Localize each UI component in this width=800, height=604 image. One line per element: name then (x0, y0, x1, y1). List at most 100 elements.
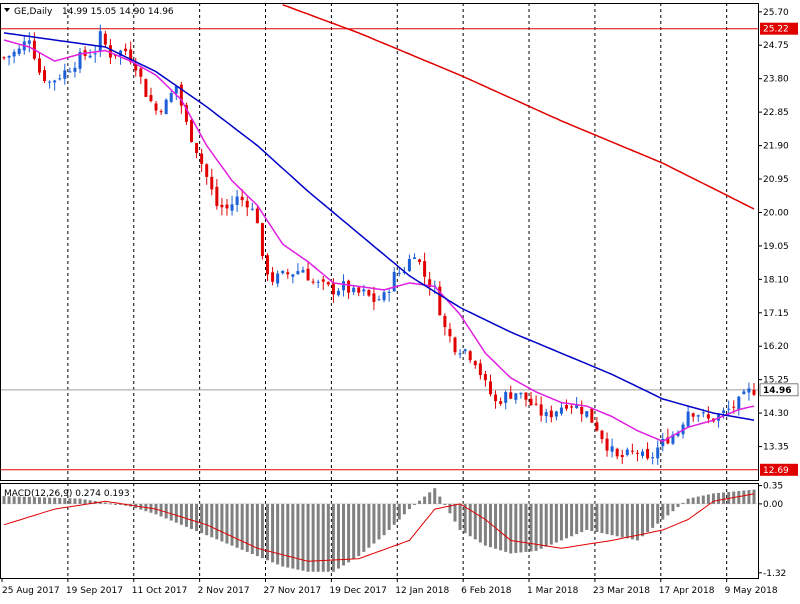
candle-body (377, 299, 381, 301)
candle-body (595, 422, 599, 431)
x-tick-label: 23 Mar 2018 (593, 586, 650, 596)
macd-bar (98, 501, 102, 504)
macd-bar (676, 503, 680, 508)
candle-body (2, 57, 6, 59)
candle-body (48, 81, 52, 83)
candle-body (570, 406, 574, 408)
candle-body (524, 392, 528, 400)
candle-body (144, 79, 148, 97)
dropdown-triangle-icon[interactable] (4, 8, 10, 12)
candle-body (565, 405, 568, 409)
macd-bar (88, 500, 92, 504)
candle-body (37, 58, 41, 73)
candle-body (559, 407, 563, 414)
macd-bar (635, 503, 639, 541)
y-tick-label: 16.20 (763, 342, 789, 352)
macd-bar (488, 503, 492, 548)
x-tick-label: 19 Sep 2017 (66, 586, 123, 596)
candle-body (250, 208, 254, 210)
candle-body (392, 271, 396, 292)
candle-body (625, 449, 629, 455)
price-tag (760, 463, 798, 476)
macd-bar (483, 503, 487, 546)
macd-bar (549, 503, 553, 545)
candle-body (134, 64, 138, 71)
candle-body (78, 51, 82, 69)
candle-body (372, 293, 376, 302)
macd-bar (423, 496, 427, 504)
macd-bar (230, 503, 234, 546)
candle-body (164, 99, 168, 115)
macd-label: MACD(12,26,9) 0.274 0.193 (4, 489, 130, 499)
last-price-label: 14.96 (763, 386, 791, 396)
last-price-tag (759, 383, 799, 397)
macd-bar (600, 503, 604, 534)
candle-body (139, 68, 143, 77)
macd-bar (382, 503, 386, 536)
macd-bar (686, 498, 690, 504)
macd-bar (402, 503, 406, 515)
macd-bar (245, 503, 249, 552)
macd-bar (83, 499, 87, 504)
candle-body (463, 349, 467, 352)
candle-body (478, 363, 482, 375)
macd-bar (326, 503, 330, 572)
candle-body (119, 50, 123, 57)
macd-bar (311, 503, 315, 572)
macd-bar (717, 492, 721, 504)
moving-average-line (3, 32, 755, 421)
time-axis: 25 Aug 2017 19 Sep 2017 11 Oct 2017 2 Nov 2… (1, 578, 778, 596)
candle-body (286, 272, 290, 275)
macd-bar (184, 503, 188, 527)
macd-bar (625, 503, 629, 539)
candle-body (554, 411, 558, 417)
candle-body (549, 410, 553, 418)
candle-body (7, 55, 11, 58)
main-panel-border (0, 3, 759, 481)
macd-bar (392, 503, 396, 525)
macd-bar (276, 503, 280, 565)
candle-body (281, 270, 285, 274)
y-tick-label: 21.90 (763, 142, 789, 152)
candle-body (494, 394, 498, 402)
candle-body (291, 274, 295, 277)
candle-body (701, 412, 705, 414)
header: GE,Daily 14.99 15.05 14.90 14.96 (4, 7, 174, 17)
macd-bar (458, 503, 462, 530)
macd-bar (570, 503, 574, 537)
macd-bar (27, 496, 31, 504)
candle-body (316, 281, 320, 283)
macd-bar (250, 503, 254, 554)
macd-bar (428, 492, 432, 504)
candle-body (514, 393, 518, 400)
macd-bar (742, 490, 746, 504)
candle-body (129, 49, 133, 63)
candle-body (108, 45, 112, 58)
macd-bar (615, 503, 619, 537)
candle-body (245, 200, 249, 208)
x-tick-label: 12 Jan 2018 (395, 586, 449, 596)
macd-bar (539, 503, 543, 549)
candle-body (544, 412, 548, 417)
candle-body (93, 53, 97, 55)
macd-bar (418, 500, 422, 504)
candle-body (255, 208, 259, 224)
x-tick-label: 1 Mar 2018 (527, 586, 579, 596)
horizontal-lines[interactable] (0, 28, 758, 471)
candle-body (352, 287, 356, 293)
macd-bar (478, 503, 482, 543)
candle-body (215, 186, 219, 206)
candle-body (342, 281, 346, 291)
macd-bar (727, 491, 731, 504)
candle-body (347, 280, 351, 293)
macd-bar (372, 503, 376, 544)
macd-bar (575, 503, 579, 535)
macd-bar (377, 503, 381, 540)
macd-bar (605, 503, 609, 535)
macd-bar (499, 503, 503, 551)
macd-bar (468, 503, 472, 537)
macd-bar (580, 503, 584, 533)
macd-bar (215, 503, 219, 540)
